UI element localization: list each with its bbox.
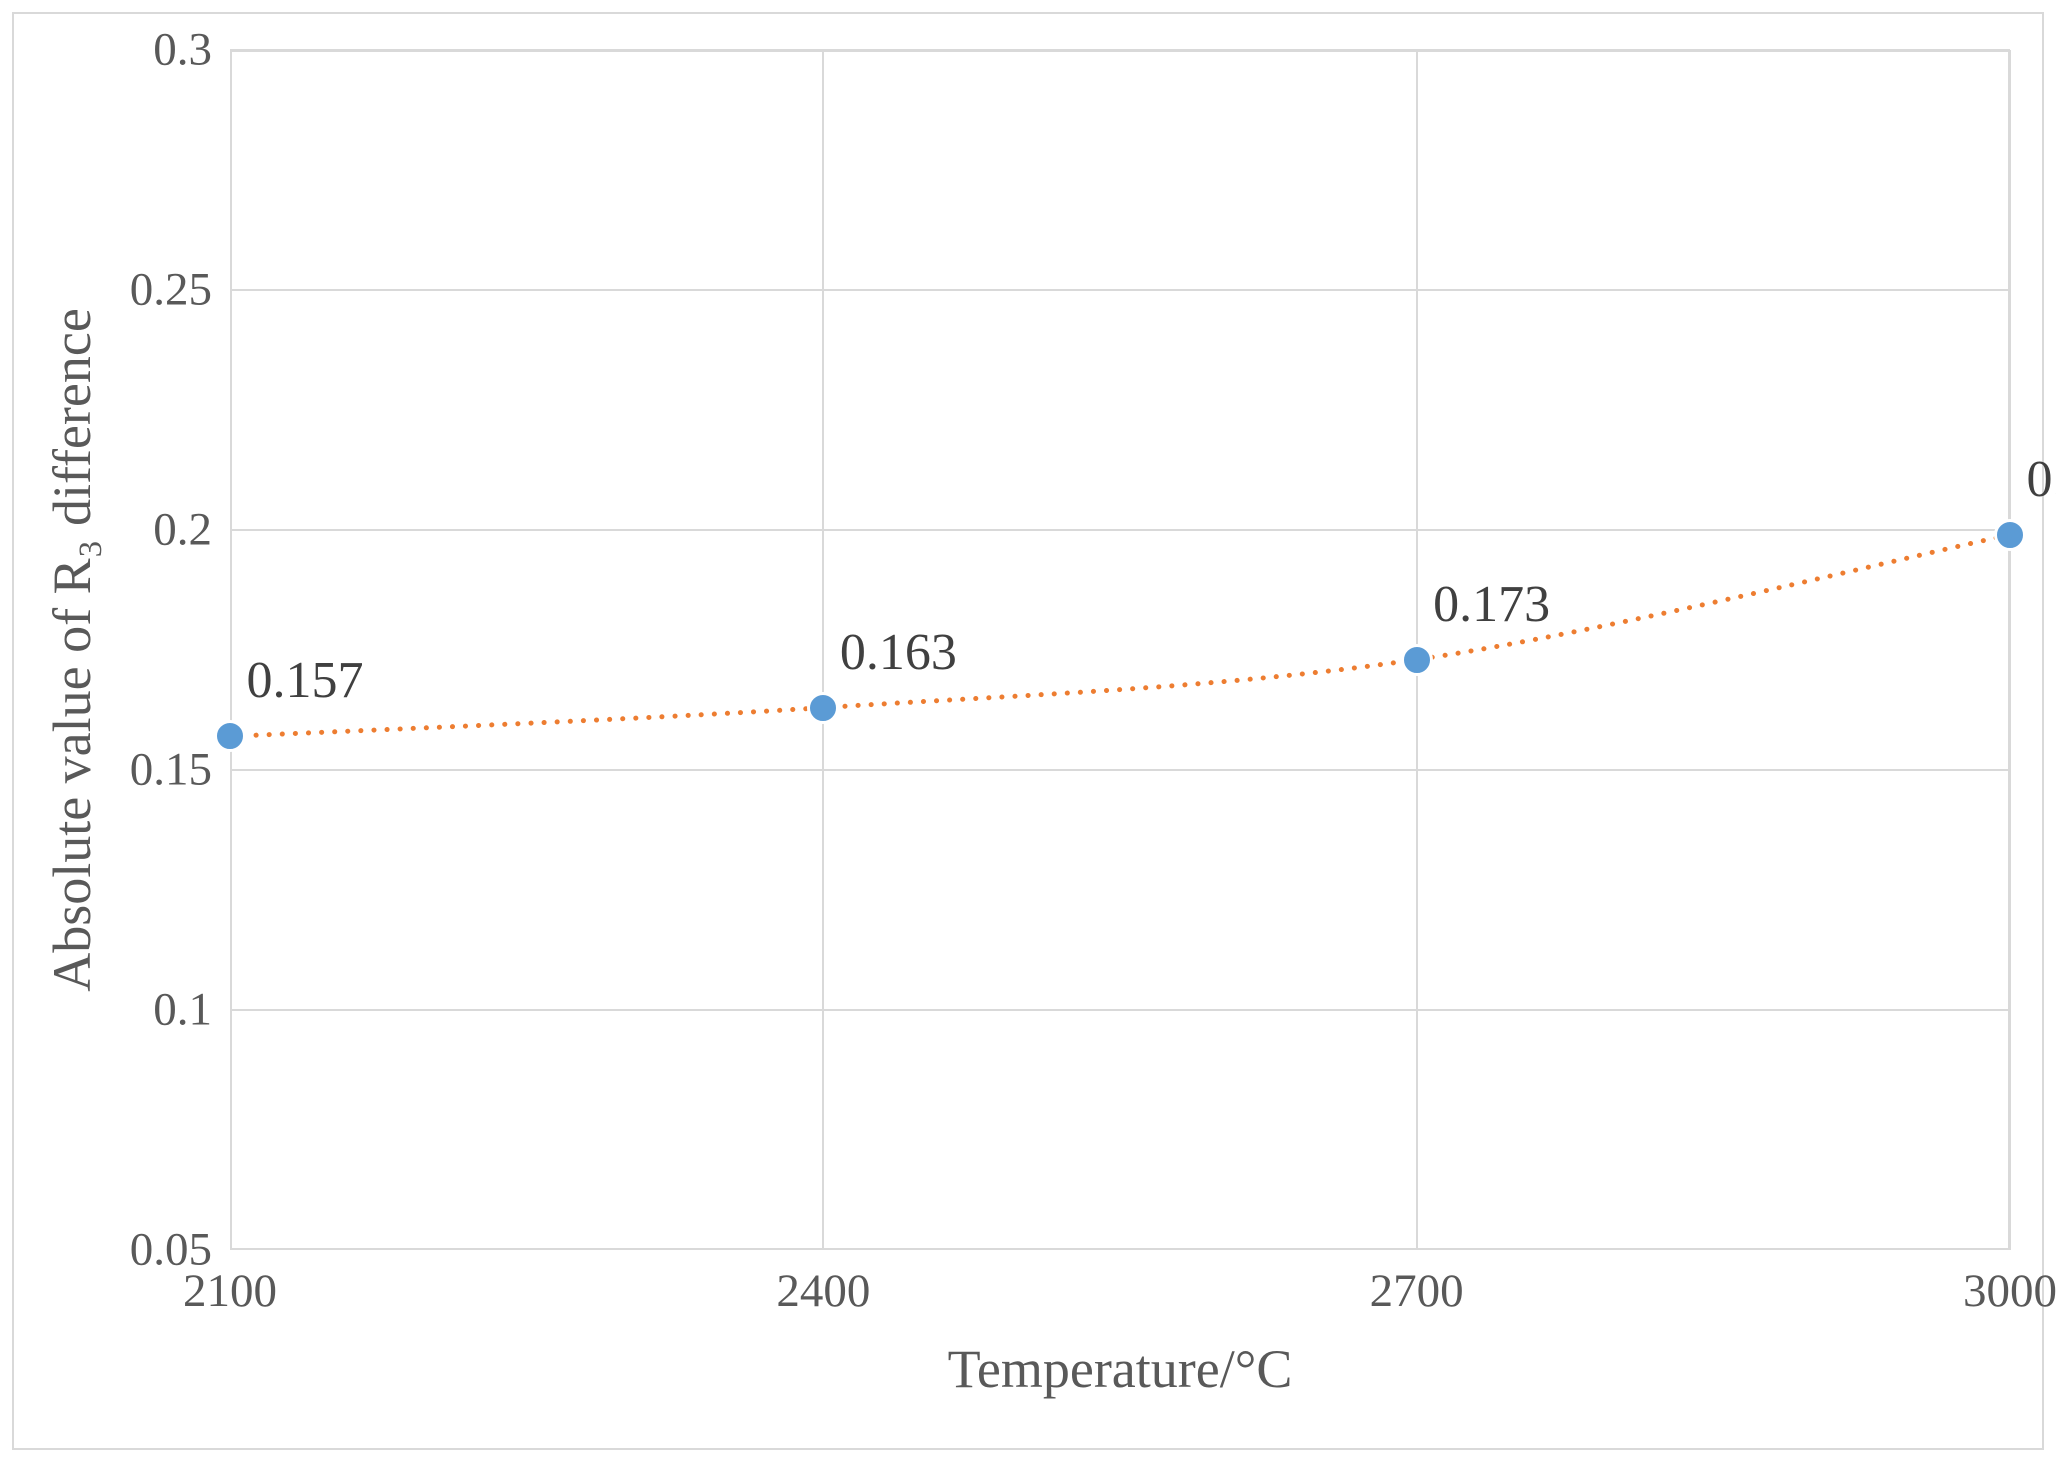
y-tick-label: 0.3 bbox=[153, 27, 212, 74]
x-tick-label: 3000 bbox=[1963, 1268, 2056, 1315]
gridline-horizontal bbox=[230, 769, 2010, 771]
y-tick-label: 0.25 bbox=[130, 267, 212, 314]
gridline-horizontal bbox=[230, 49, 2010, 51]
plot-area bbox=[230, 50, 2010, 1250]
gridline-vertical bbox=[2009, 50, 2011, 1250]
y-tick-label: 0.2 bbox=[153, 507, 212, 554]
data-marker bbox=[1401, 644, 1433, 676]
x-axis-label: Temperature/°C bbox=[948, 1338, 1293, 1400]
data-label: 0.157 bbox=[247, 651, 364, 710]
plot-frame bbox=[230, 50, 2010, 1250]
trendline bbox=[230, 50, 2010, 1250]
x-tick-label: 2400 bbox=[776, 1268, 870, 1315]
x-tick-label: 2700 bbox=[1370, 1268, 1464, 1315]
data-label: 0.163 bbox=[840, 623, 957, 682]
y-axis-label: Absolute value of R₃ difference bbox=[41, 308, 103, 992]
data-label: 0.199 bbox=[2027, 450, 2056, 509]
gridline-horizontal bbox=[230, 289, 2010, 291]
data-marker bbox=[214, 720, 246, 752]
chart-container: Temperature/°C Absolute value of R₃ diff… bbox=[0, 0, 2056, 1462]
data-marker bbox=[1994, 519, 2026, 551]
data-marker bbox=[807, 692, 839, 724]
y-tick-label: 0.1 bbox=[153, 987, 212, 1034]
data-label: 0.173 bbox=[1433, 575, 1550, 634]
gridline-horizontal bbox=[230, 529, 2010, 531]
y-tick-label: 0.05 bbox=[130, 1227, 212, 1274]
gridline-vertical bbox=[822, 50, 824, 1250]
y-tick-label: 0.15 bbox=[130, 747, 212, 794]
gridline-horizontal bbox=[230, 1009, 2010, 1011]
